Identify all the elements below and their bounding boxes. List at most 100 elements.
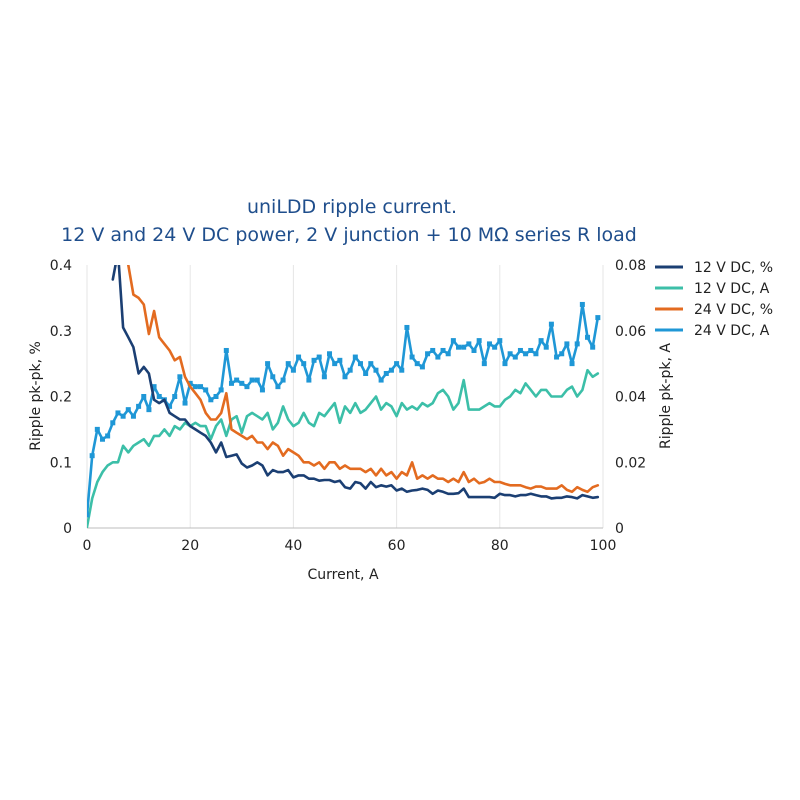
y2-axis-ticks: 0 0.02 0.04 0.06 0.08 bbox=[615, 258, 646, 537]
y2-tick-label: 0 bbox=[615, 521, 624, 537]
point-24-v-dc-a bbox=[486, 341, 492, 347]
point-24-v-dc-a bbox=[94, 426, 100, 432]
point-24-v-dc-a bbox=[249, 377, 255, 383]
point-24-v-dc-a bbox=[203, 387, 209, 393]
point-24-v-dc-a bbox=[538, 338, 544, 344]
point-24-v-dc-a bbox=[471, 347, 477, 353]
point-24-v-dc-a bbox=[414, 361, 420, 367]
point-24-v-dc-a bbox=[141, 394, 147, 399]
point-24-v-dc-a bbox=[213, 394, 219, 399]
x-tick-label: 0 bbox=[83, 538, 92, 554]
y-tick-label: 0.2 bbox=[50, 390, 72, 406]
legend-entry: 24 V DC, A bbox=[694, 323, 770, 339]
y2-axis-label: Ripple pk-pk, A bbox=[658, 343, 674, 449]
point-24-v-dc-a bbox=[595, 315, 601, 321]
chart-legend: 12 V DC, % 12 V DC, A 24 V DC, % 24 V DC, A bbox=[655, 260, 773, 339]
point-24-v-dc-a bbox=[585, 334, 591, 340]
point-24-v-dc-a bbox=[223, 347, 229, 353]
point-24-v-dc-a bbox=[368, 361, 374, 367]
point-24-v-dc-a bbox=[130, 413, 136, 419]
point-24-v-dc-a bbox=[559, 351, 565, 357]
point-24-v-dc-a bbox=[151, 384, 157, 390]
point-24-v-dc-a bbox=[419, 364, 425, 370]
y2-tick-label: 0.06 bbox=[615, 324, 646, 340]
y-tick-label: 0.3 bbox=[50, 324, 72, 340]
point-24-v-dc-a bbox=[301, 361, 307, 367]
series-line-12-v-dc-a bbox=[87, 368, 600, 528]
legend-entry: 24 V DC, % bbox=[694, 302, 773, 318]
point-24-v-dc-a bbox=[507, 351, 513, 357]
point-24-v-dc-a bbox=[430, 347, 436, 353]
point-24-v-dc-a bbox=[172, 394, 178, 399]
point-24-v-dc-a bbox=[290, 367, 296, 373]
point-24-v-dc-a bbox=[388, 367, 394, 373]
point-24-v-dc-a bbox=[363, 370, 369, 376]
point-24-v-dc-a bbox=[311, 357, 317, 363]
point-24-v-dc-a bbox=[244, 384, 250, 390]
series-line-24-v-dc bbox=[127, 265, 600, 494]
point-24-v-dc-a bbox=[198, 384, 204, 390]
point-24-v-dc-a bbox=[523, 351, 529, 357]
point-24-v-dc-a bbox=[105, 433, 111, 439]
point-24-v-dc-a bbox=[569, 361, 575, 367]
point-24-v-dc-a bbox=[177, 374, 183, 380]
point-24-v-dc-a bbox=[89, 453, 95, 459]
point-24-v-dc-a bbox=[425, 351, 431, 357]
point-24-v-dc-a bbox=[228, 380, 234, 386]
point-24-v-dc-a bbox=[456, 344, 462, 350]
y-axis-label: Ripple pk-pk, % bbox=[28, 341, 44, 451]
point-24-v-dc-a bbox=[445, 351, 451, 357]
chart-title: uniLDD ripple current. bbox=[247, 196, 457, 218]
point-24-v-dc-a bbox=[208, 397, 214, 403]
x-tick-label: 100 bbox=[590, 538, 617, 554]
point-24-v-dc-a bbox=[481, 361, 487, 367]
point-24-v-dc-a bbox=[87, 512, 90, 518]
point-24-v-dc-a bbox=[466, 341, 472, 347]
point-24-v-dc-a bbox=[146, 407, 152, 413]
point-24-v-dc-a bbox=[280, 377, 286, 383]
point-24-v-dc-a bbox=[512, 354, 518, 360]
point-24-v-dc-a bbox=[564, 341, 570, 347]
point-24-v-dc-a bbox=[259, 387, 265, 393]
x-tick-label: 80 bbox=[491, 538, 509, 554]
point-24-v-dc-a bbox=[394, 361, 400, 367]
point-24-v-dc-a bbox=[528, 347, 534, 353]
point-24-v-dc-a bbox=[378, 377, 384, 383]
y-tick-label: 0.4 bbox=[50, 258, 72, 274]
point-24-v-dc-a bbox=[270, 374, 276, 380]
point-24-v-dc-a bbox=[316, 354, 322, 360]
x-axis-ticks: 0 20 40 60 80 100 bbox=[83, 538, 617, 554]
point-24-v-dc-a bbox=[327, 351, 333, 357]
point-24-v-dc-a bbox=[548, 321, 554, 327]
y2-tick-label: 0.08 bbox=[615, 258, 646, 274]
legend-entry: 12 V DC, % bbox=[694, 260, 773, 276]
point-24-v-dc-a bbox=[167, 403, 173, 409]
point-24-v-dc-a bbox=[136, 403, 142, 409]
point-24-v-dc-a bbox=[399, 367, 405, 373]
point-24-v-dc-a bbox=[254, 377, 260, 383]
y-tick-label: 0.1 bbox=[50, 455, 72, 471]
y2-tick-label: 0.04 bbox=[615, 390, 646, 406]
point-24-v-dc-a bbox=[461, 344, 467, 350]
point-24-v-dc-a bbox=[435, 354, 441, 360]
point-24-v-dc-a bbox=[352, 354, 358, 360]
y-tick-label: 0 bbox=[63, 521, 72, 537]
point-24-v-dc-a bbox=[590, 344, 596, 350]
x-tick-label: 60 bbox=[388, 538, 406, 554]
point-24-v-dc-a bbox=[476, 338, 482, 344]
point-24-v-dc-a bbox=[497, 338, 503, 344]
point-24-v-dc-a bbox=[110, 420, 116, 426]
point-24-v-dc-a bbox=[517, 347, 523, 353]
point-24-v-dc-a bbox=[115, 410, 121, 416]
point-24-v-dc-a bbox=[579, 301, 585, 307]
point-24-v-dc-a bbox=[357, 361, 363, 367]
gridlines bbox=[86, 265, 604, 529]
point-24-v-dc-a bbox=[574, 341, 580, 347]
y-axis-ticks: 0 0.1 0.2 0.3 0.4 bbox=[50, 258, 72, 537]
point-24-v-dc-a bbox=[192, 384, 198, 390]
point-24-v-dc-a bbox=[373, 367, 379, 373]
point-24-v-dc-a bbox=[234, 377, 240, 383]
point-24-v-dc-a bbox=[120, 413, 126, 419]
x-tick-label: 20 bbox=[181, 538, 199, 554]
